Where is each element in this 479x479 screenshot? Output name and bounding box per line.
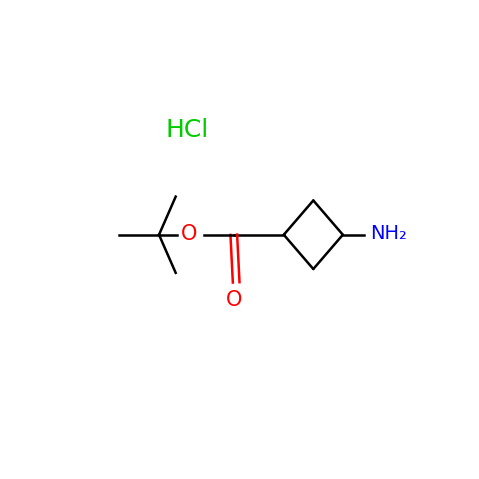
Text: HCl: HCl: [165, 118, 209, 142]
Text: O: O: [181, 224, 197, 244]
Text: O: O: [226, 290, 242, 310]
Text: NH₂: NH₂: [370, 224, 407, 243]
